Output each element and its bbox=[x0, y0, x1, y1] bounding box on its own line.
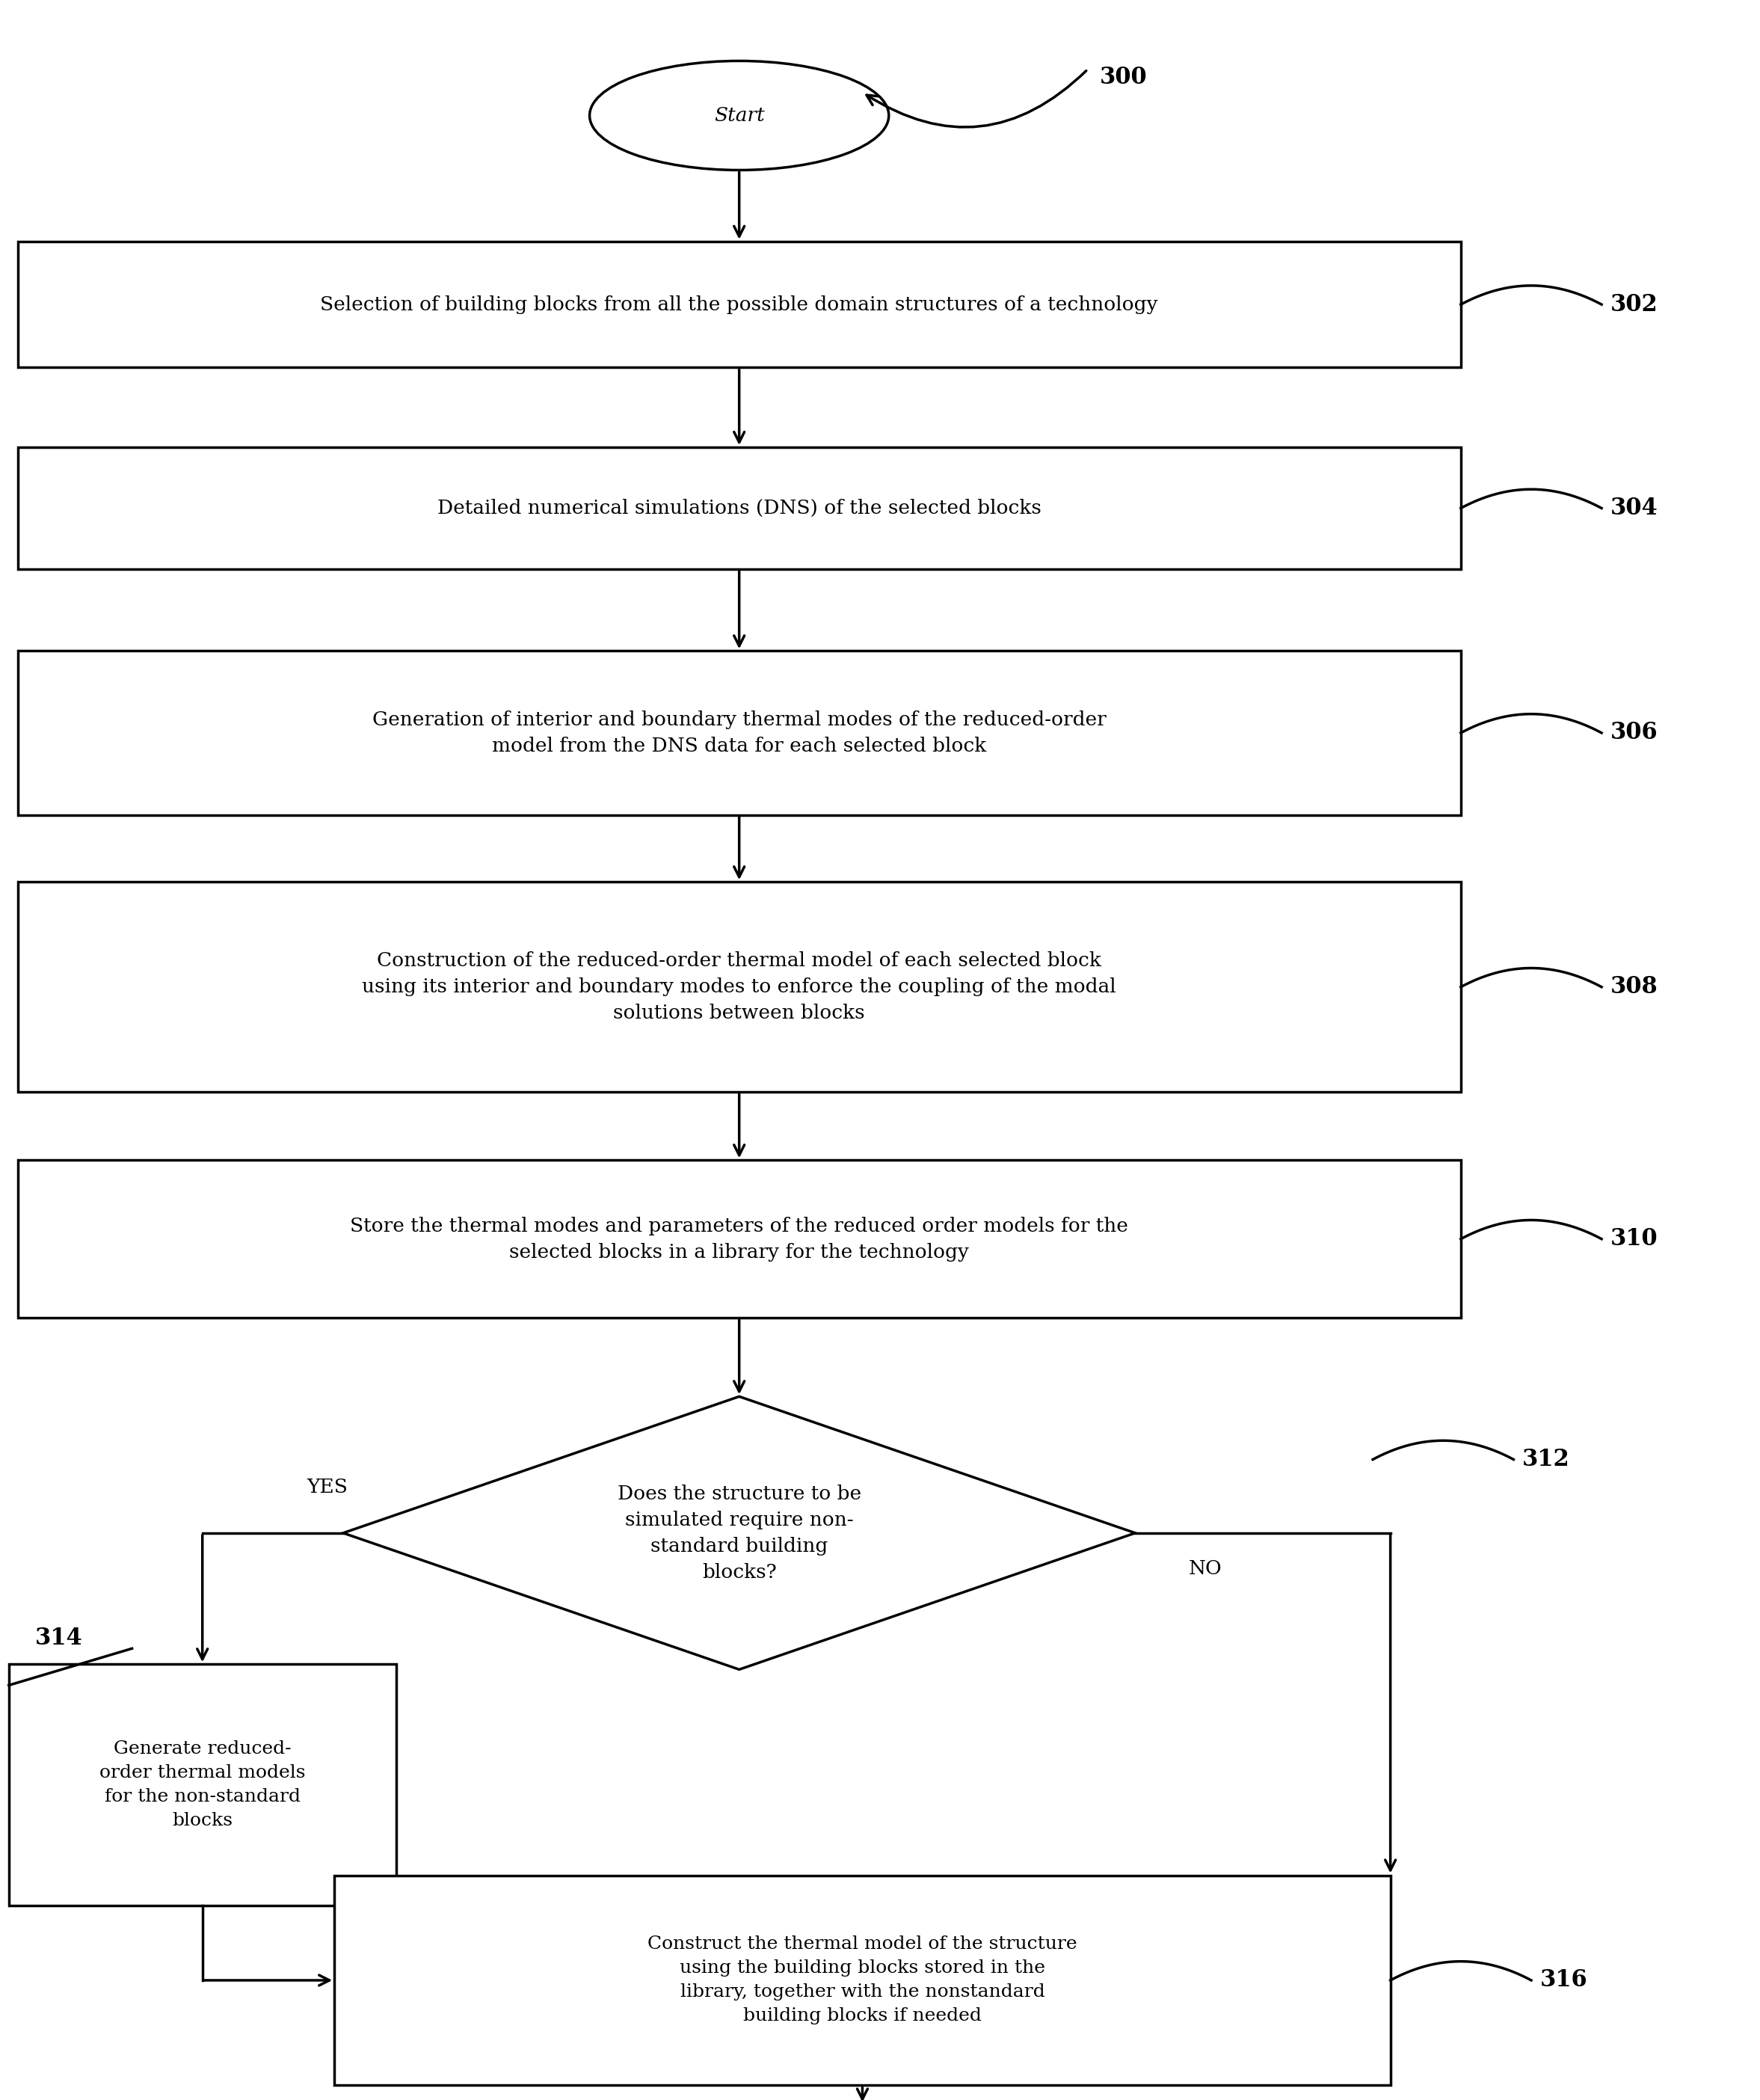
Text: 300: 300 bbox=[1100, 65, 1148, 90]
Text: Start: Start bbox=[715, 107, 764, 124]
Text: 302: 302 bbox=[1610, 292, 1658, 317]
Text: Construction of the reduced-order thermal model of each selected block
using its: Construction of the reduced-order therma… bbox=[363, 951, 1116, 1023]
Text: Generation of interior and boundary thermal modes of the reduced-order
model fro: Generation of interior and boundary ther… bbox=[371, 710, 1107, 756]
Text: 306: 306 bbox=[1610, 720, 1658, 746]
FancyBboxPatch shape bbox=[18, 1159, 1461, 1319]
Text: 312: 312 bbox=[1522, 1447, 1570, 1472]
Text: Does the structure to be
simulated require non-
standard building
blocks?: Does the structure to be simulated requi… bbox=[618, 1485, 861, 1581]
FancyBboxPatch shape bbox=[18, 447, 1461, 569]
Text: Generate reduced-
order thermal models
for the non-standard
blocks: Generate reduced- order thermal models f… bbox=[99, 1741, 306, 1829]
FancyBboxPatch shape bbox=[18, 242, 1461, 368]
FancyBboxPatch shape bbox=[18, 882, 1461, 1092]
Text: Store the thermal modes and parameters of the reduced order models for the
selec: Store the thermal modes and parameters o… bbox=[350, 1216, 1128, 1262]
FancyBboxPatch shape bbox=[334, 1875, 1390, 2085]
Text: Selection of building blocks from all the possible domain structures of a techno: Selection of building blocks from all th… bbox=[320, 296, 1158, 313]
Text: Construct the thermal model of the structure
using the building blocks stored in: Construct the thermal model of the struc… bbox=[648, 1936, 1077, 2024]
Text: 316: 316 bbox=[1540, 1968, 1588, 1993]
Polygon shape bbox=[343, 1397, 1135, 1670]
FancyBboxPatch shape bbox=[9, 1663, 396, 1907]
Ellipse shape bbox=[590, 61, 889, 170]
Text: 314: 314 bbox=[35, 1625, 83, 1651]
Text: 308: 308 bbox=[1610, 974, 1658, 1000]
FancyBboxPatch shape bbox=[18, 651, 1461, 815]
Text: YES: YES bbox=[306, 1478, 348, 1495]
Text: 304: 304 bbox=[1610, 496, 1658, 521]
Text: 310: 310 bbox=[1610, 1226, 1658, 1252]
Text: Detailed numerical simulations (DNS) of the selected blocks: Detailed numerical simulations (DNS) of … bbox=[436, 500, 1042, 517]
Text: NO: NO bbox=[1188, 1560, 1223, 1577]
